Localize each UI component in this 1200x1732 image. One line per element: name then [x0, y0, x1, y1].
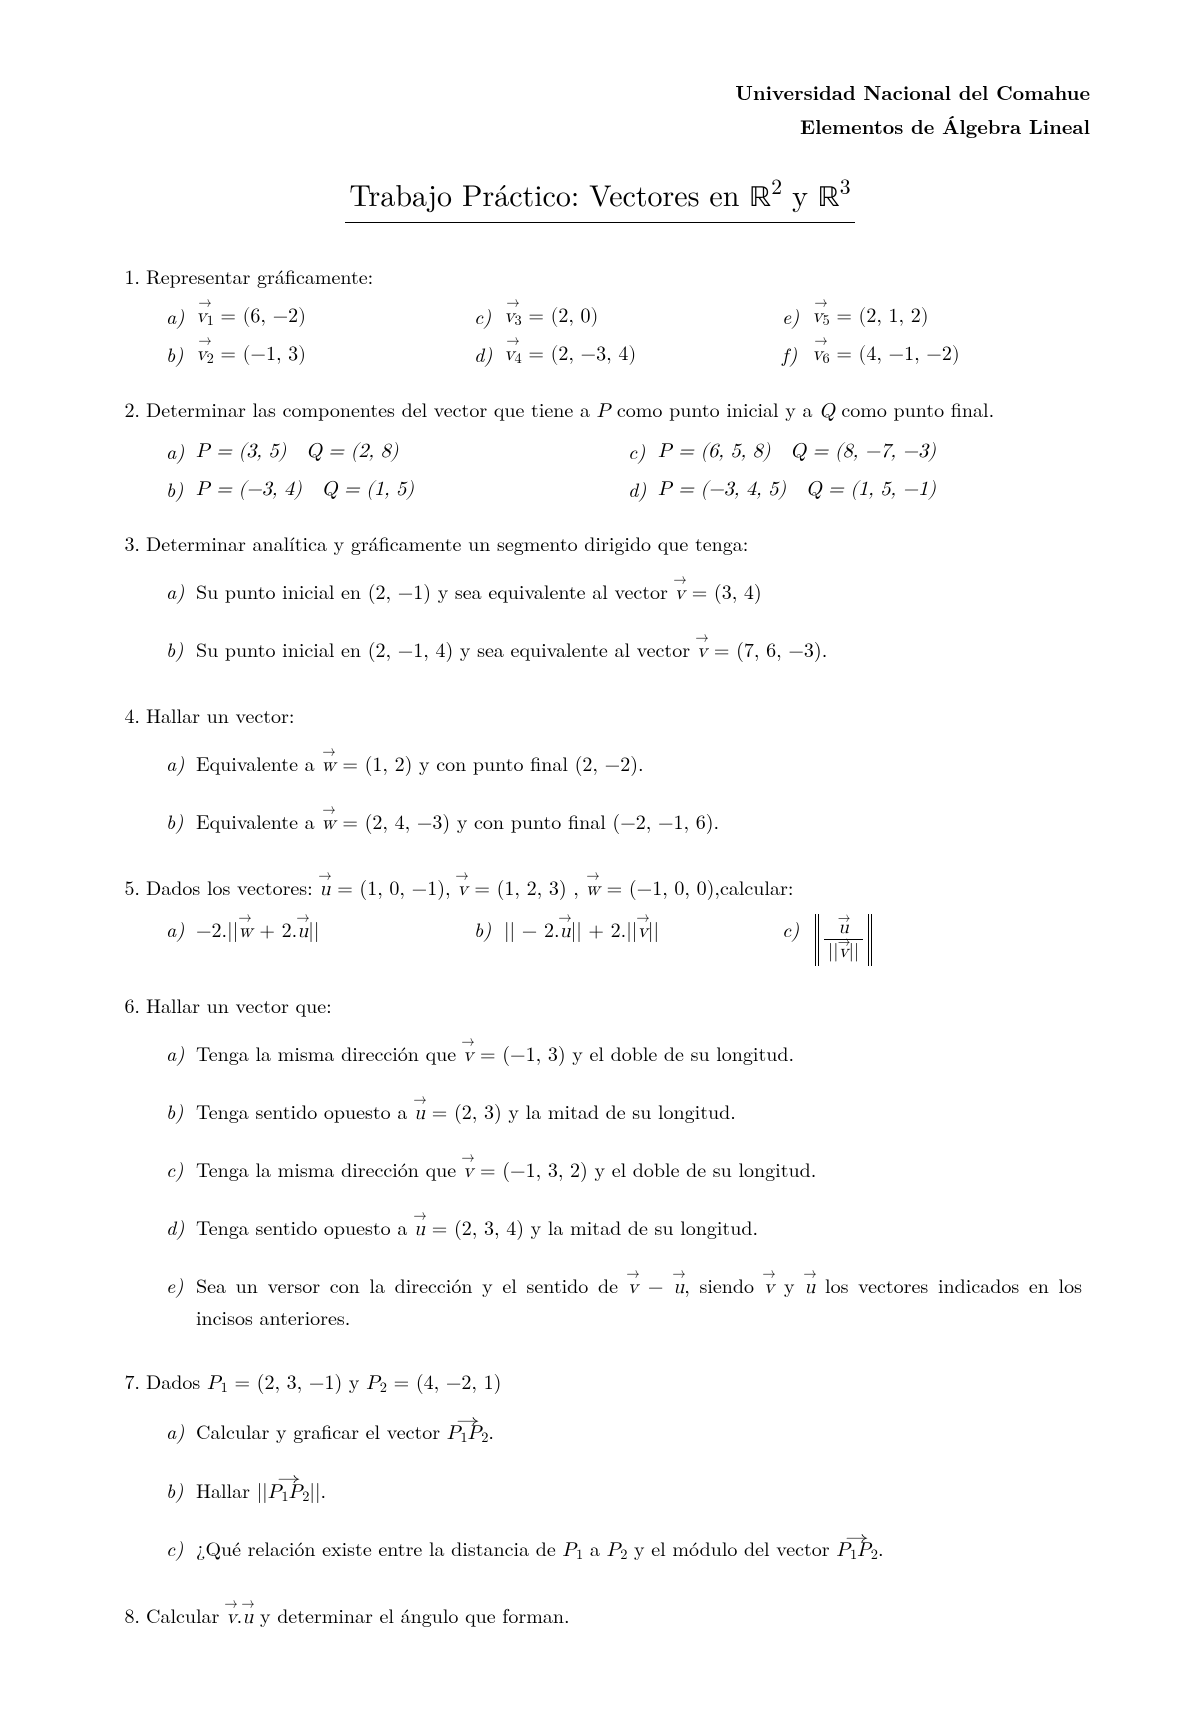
problem-4-items: a)Equivalente a w = (1, 2) y con punto f… — [166, 744, 1090, 842]
title-wrap: Trabajo Práctico: Vectores en ℝ2 y ℝ3 — [110, 171, 1090, 223]
problem-5: 5. Dados los vectores: u = (1, 0, −1), v… — [110, 872, 1090, 970]
problem-6: 6. Hallar un vector que: a)Tenga la mism… — [110, 990, 1090, 1336]
problem-number: 2. — [110, 394, 146, 424]
item-2c: c)P = (6, 5, 8) Q = (8, −7, −3) — [628, 432, 1090, 470]
problem-2-items: a)P = (3, 5) Q = (2, 8) c)P = (6, 5, 8) … — [166, 432, 1090, 508]
problem-number: 6. — [110, 990, 146, 1020]
item-7c: c)¿Qué relación existe entre la distanci… — [166, 1529, 1090, 1569]
problem-number: 1. — [110, 261, 146, 291]
problem-text: Calcular v.u y determinar el ángulo que … — [146, 1600, 1090, 1632]
university-name: Universidad Nacional del Comahue — [110, 75, 1090, 109]
item-2d: d)P = (−3, 4, 5) Q = (1, 5, −1) — [628, 470, 1090, 508]
item-6e: e)Sea un versor con la dirección y el se… — [166, 1266, 1090, 1336]
item-5c: c) u||v|| — [782, 910, 1090, 970]
problem-number: 4. — [110, 700, 146, 730]
item-1d: d)v4 = (2, −3, 4) — [474, 335, 782, 373]
problem-6-items: a)Tenga la misma dirección que v = (−1, … — [166, 1034, 1090, 1336]
problem-4: 4. Hallar un vector: a)Equivalente a w =… — [110, 700, 1090, 842]
item-6c: c)Tenga la misma dirección que v = (−1, … — [166, 1150, 1090, 1190]
item-5b: b)|| − 2.u|| + 2.||v|| — [474, 910, 782, 970]
item-3b: b)Su punto inicial en (2, −1, 4) y sea e… — [166, 630, 1090, 670]
item-3a: a)Su punto inicial en (2, −1) y sea equi… — [166, 572, 1090, 612]
item-7b: b)Hallar ||P1P2||. — [166, 1471, 1090, 1511]
problem-8: 8. Calcular v.u y determinar el ángulo q… — [110, 1600, 1090, 1632]
item-4b: b)Equivalente a w = (2, 4, −3) y con pun… — [166, 802, 1090, 842]
problem-7: 7. Dados P1 = (2, 3, −1) y P2 = (4, −2, … — [110, 1366, 1090, 1570]
item-1e: e)v5 = (2, 1, 2) — [782, 297, 1090, 335]
item-7a: a)Calcular y graficar el vector P1P2. — [166, 1412, 1090, 1452]
problem-text: Dados P1 = (2, 3, −1) y P2 = (4, −2, 1) — [146, 1366, 1090, 1398]
problem-number: 5. — [110, 872, 146, 902]
item-1a: a)v1 = (6, −2) — [166, 297, 474, 335]
document-header: Universidad Nacional del Comahue Element… — [110, 75, 1090, 143]
page: Universidad Nacional del Comahue Element… — [0, 0, 1200, 1732]
item-1b: b)v2 = (−1, 3) — [166, 335, 474, 373]
document-title: Trabajo Práctico: Vectores en ℝ2 y ℝ3 — [345, 171, 854, 223]
item-5a: a)−2.||w + 2.u|| — [166, 910, 474, 970]
item-2a: a)P = (3, 5) Q = (2, 8) — [166, 432, 628, 470]
item-6a: a)Tenga la misma dirección que v = (−1, … — [166, 1034, 1090, 1074]
problem-2: 2. Determinar las componentes del vector… — [110, 394, 1090, 508]
problem-text: Determinar analítica y gráficamente un s… — [146, 528, 1090, 558]
problem-number: 8. — [110, 1600, 146, 1630]
course-name: Elementos de Álgebra Lineal — [110, 109, 1090, 143]
problem-3-items: a)Su punto inicial en (2, −1) y sea equi… — [166, 572, 1090, 670]
item-4a: a)Equivalente a w = (1, 2) y con punto f… — [166, 744, 1090, 784]
problem-5-items: a)−2.||w + 2.u|| b)|| − 2.u|| + 2.||v|| … — [166, 910, 1090, 970]
problem-text: Hallar un vector que: — [146, 990, 1090, 1020]
problem-1-items: a)v1 = (6, −2) c)v3 = (2, 0) e)v5 = (2, … — [166, 297, 1090, 374]
problem-number: 7. — [110, 1366, 146, 1396]
item-6b: b)Tenga sentido opuesto a u = (2, 3) y l… — [166, 1092, 1090, 1132]
item-6d: d)Tenga sentido opuesto a u = (2, 3, 4) … — [166, 1208, 1090, 1248]
problem-3: 3. Determinar analítica y gráficamente u… — [110, 528, 1090, 670]
problem-1: 1. Representar gráficamente: a)v1 = (6, … — [110, 261, 1090, 374]
item-2b: b)P = (−3, 4) Q = (1, 5) — [166, 470, 628, 508]
problem-text: Representar gráficamente: — [146, 261, 1090, 291]
problem-text: Dados los vectores: u = (1, 0, −1), v = … — [146, 872, 1090, 904]
problem-7-items: a)Calcular y graficar el vector P1P2. b)… — [166, 1412, 1090, 1569]
problem-text: Determinar las componentes del vector qu… — [146, 394, 1090, 426]
problem-number: 3. — [110, 528, 146, 558]
item-1f: f)v6 = (4, −1, −2) — [782, 335, 1090, 373]
item-1c: c)v3 = (2, 0) — [474, 297, 782, 335]
problem-text: Hallar un vector: — [146, 700, 1090, 730]
